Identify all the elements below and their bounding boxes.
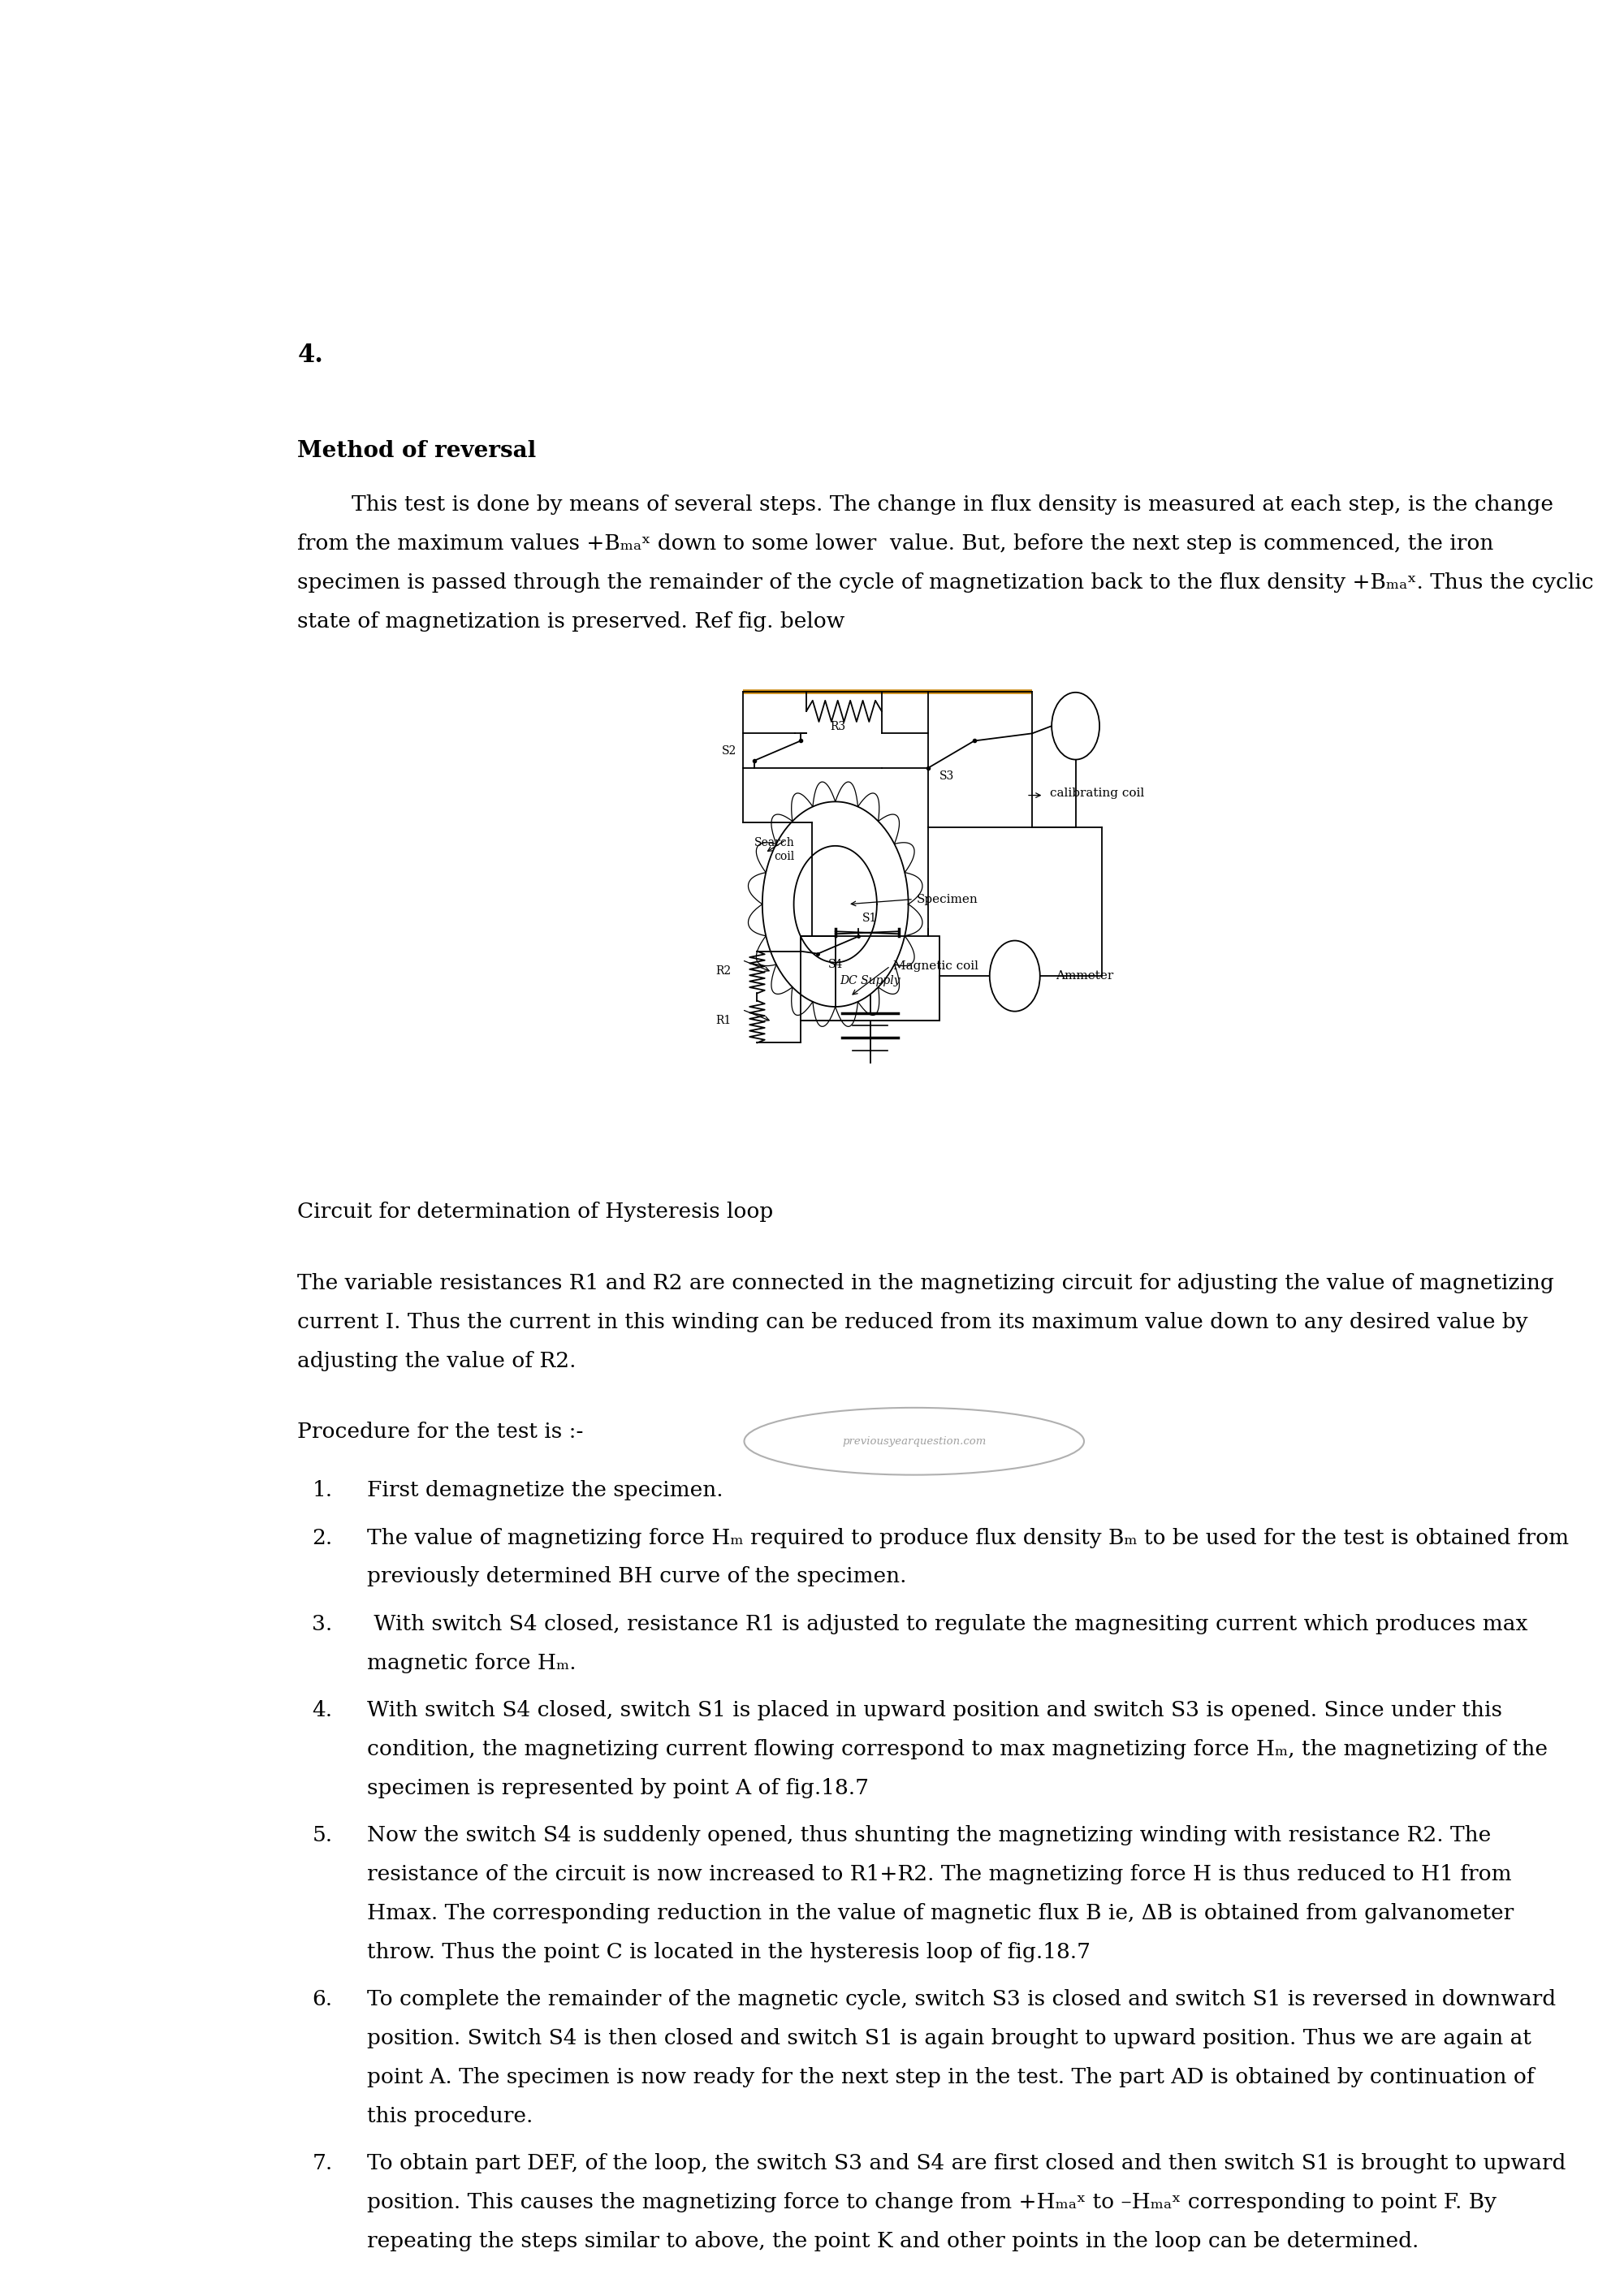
Text: R3: R3 <box>830 721 846 732</box>
Bar <box>801 937 940 1019</box>
Text: To obtain part DEF, of the loop, the switch S3 and S4 are first closed and then : To obtain part DEF, of the loop, the swi… <box>367 2154 1566 2174</box>
Text: Specimen: Specimen <box>916 893 978 905</box>
Text: DC Supply: DC Supply <box>840 976 900 987</box>
Text: R1: R1 <box>716 1015 731 1026</box>
Text: With switch S4 closed, switch S1 is placed in upward position and switch S3 is o: With switch S4 closed, switch S1 is plac… <box>367 1699 1502 1720</box>
Text: A: A <box>1012 971 1018 980</box>
Text: 7.: 7. <box>312 2154 333 2174</box>
Text: Magnetic coil: Magnetic coil <box>893 960 979 971</box>
Text: specimen is represented by point A of fig.18.7: specimen is represented by point A of fi… <box>367 1777 869 1798</box>
Text: G: G <box>1072 721 1080 730</box>
Text: First demagnetize the specimen.: First demagnetize the specimen. <box>367 1481 723 1502</box>
Text: R2: R2 <box>716 964 731 976</box>
Text: S2: S2 <box>723 746 737 755</box>
Text: Hmax. The corresponding reduction in the value of magnetic flux B ie, ΔB is obta: Hmax. The corresponding reduction in the… <box>367 1903 1514 1924</box>
Text: condition, the magnetizing current flowing correspond to max magnetizing force H: condition, the magnetizing current flowi… <box>367 1738 1548 1759</box>
Text: this procedure.: this procedure. <box>367 2105 533 2126</box>
Circle shape <box>1052 693 1099 760</box>
Text: adjusting the value of R2.: adjusting the value of R2. <box>297 1350 577 1371</box>
Text: Procedure for the test is :-: Procedure for the test is :- <box>297 1421 583 1442</box>
Text: To complete the remainder of the magnetic cycle, switch S3 is closed and switch : To complete the remainder of the magneti… <box>367 1988 1556 2009</box>
Text: 5.: 5. <box>312 1825 333 1846</box>
Text: S1: S1 <box>862 912 877 923</box>
Text: current I. Thus the current in this winding can be reduced from its maximum valu: current I. Thus the current in this wind… <box>297 1313 1528 1332</box>
Text: specimen is passed through the remainder of the cycle of magnetization back to t: specimen is passed through the remainder… <box>297 572 1593 592</box>
Text: repeating the steps similar to above, the point K and other points in the loop c: repeating the steps similar to above, th… <box>367 2232 1418 2252</box>
Text: 3.: 3. <box>312 1614 333 1635</box>
Text: Ammeter: Ammeter <box>1056 971 1112 983</box>
Text: state of magnetization is preserved. Ref fig. below: state of magnetization is preserved. Ref… <box>297 611 844 631</box>
Text: point A. The specimen is now ready for the next step in the test. The part AD is: point A. The specimen is now ready for t… <box>367 2066 1535 2087</box>
Text: S4: S4 <box>828 960 843 969</box>
Text: magnetic force Hₘ.: magnetic force Hₘ. <box>367 1653 577 1674</box>
Text: from the maximum values +Bₘₐˣ down to some lower  value. But, before the next st: from the maximum values +Bₘₐˣ down to so… <box>297 533 1494 553</box>
Text: previousyearquestion.com: previousyearquestion.com <box>843 1435 986 1446</box>
Text: 6.: 6. <box>312 1988 333 2009</box>
Text: position. This causes the magnetizing force to change from +Hₘₐˣ to –Hₘₐˣ corres: position. This causes the magnetizing fo… <box>367 2193 1496 2213</box>
Text: Method of reversal: Method of reversal <box>297 441 536 461</box>
Text: Search
coil: Search coil <box>755 838 794 861</box>
Text: resistance of the circuit is now increased to R1+R2. The magnetizing force H is : resistance of the circuit is now increas… <box>367 1864 1512 1885</box>
Text: The value of magnetizing force Hₘ required to produce flux density Bₘ to be used: The value of magnetizing force Hₘ requir… <box>367 1527 1569 1548</box>
Text: 2.: 2. <box>312 1527 333 1548</box>
Text: With switch S4 closed, resistance R1 is adjusted to regulate the magnesiting cur: With switch S4 closed, resistance R1 is … <box>367 1614 1527 1635</box>
Text: S3: S3 <box>940 771 955 783</box>
Text: This test is done by means of several steps. The change in flux density is measu: This test is done by means of several st… <box>297 494 1554 514</box>
Text: 4.: 4. <box>312 1699 333 1720</box>
Text: previously determined BH curve of the specimen.: previously determined BH curve of the sp… <box>367 1566 906 1587</box>
Text: Circuit for determination of Hysteresis loop: Circuit for determination of Hysteresis … <box>297 1201 773 1221</box>
Text: Now the switch S4 is suddenly opened, thus shunting the magnetizing winding with: Now the switch S4 is suddenly opened, th… <box>367 1825 1491 1846</box>
Text: calibrating coil: calibrating coil <box>1049 788 1143 799</box>
Text: 4.: 4. <box>297 342 323 367</box>
Circle shape <box>989 941 1039 1010</box>
Text: The variable resistances R1 and R2 are connected in the magnetizing circuit for : The variable resistances R1 and R2 are c… <box>297 1274 1554 1293</box>
Text: position. Switch S4 is then closed and switch S1 is again brought to upward posi: position. Switch S4 is then closed and s… <box>367 2027 1531 2048</box>
Text: throw. Thus the point C is located in the hysteresis loop of fig.18.7: throw. Thus the point C is located in th… <box>367 1942 1090 1963</box>
Text: 1.: 1. <box>312 1481 333 1502</box>
